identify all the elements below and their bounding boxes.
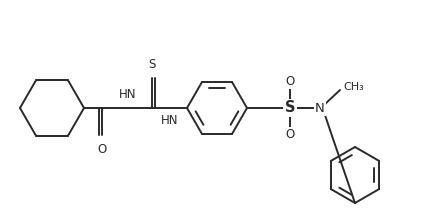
Text: O: O — [285, 128, 295, 141]
Text: HN: HN — [119, 89, 137, 102]
Text: S: S — [285, 100, 295, 115]
Text: O: O — [98, 143, 106, 156]
Text: CH₃: CH₃ — [343, 82, 364, 92]
Text: O: O — [285, 75, 295, 88]
Text: HN: HN — [161, 113, 179, 127]
Text: S: S — [148, 58, 155, 71]
Text: N: N — [315, 102, 325, 115]
